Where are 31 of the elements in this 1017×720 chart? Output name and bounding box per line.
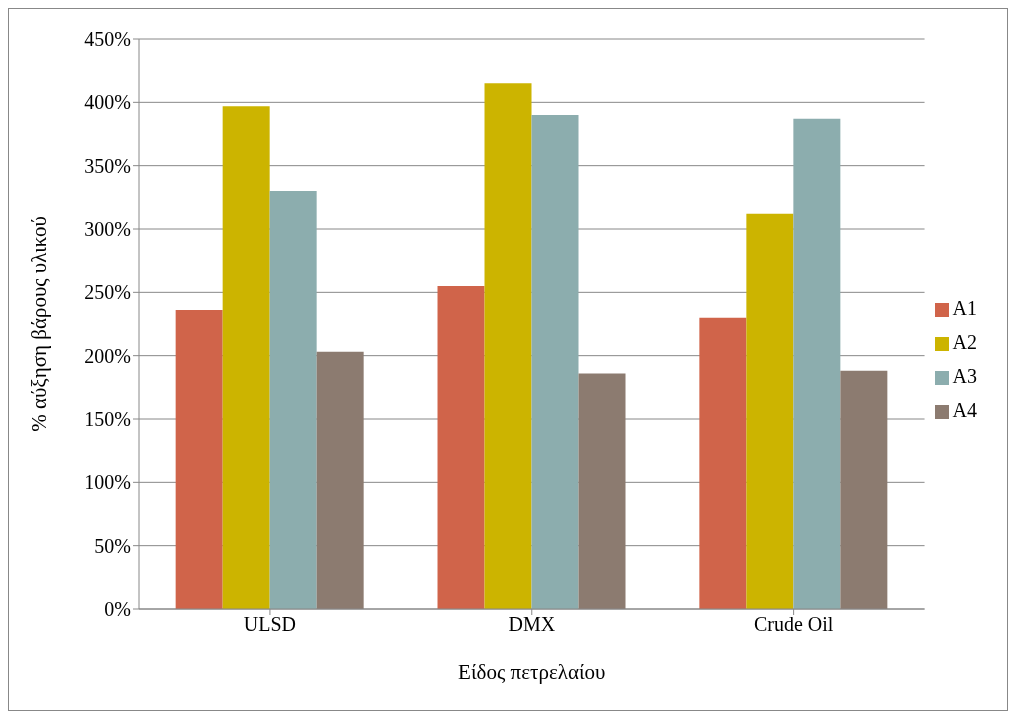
x-tick-label: ULSD [243, 613, 297, 636]
y-tick-label: 0% [104, 598, 131, 621]
legend-label: A4 [952, 399, 977, 421]
bar [531, 115, 579, 609]
bar [316, 351, 364, 609]
y-tick-label: 350% [84, 154, 131, 177]
x-tick-label: DMX [508, 613, 556, 636]
legend-label: A1 [952, 297, 977, 319]
y-tick-label: 400% [84, 91, 131, 114]
bar [269, 191, 317, 609]
y-tick-label: 300% [84, 218, 131, 241]
y-tick-label: 50% [94, 534, 131, 557]
bar [437, 286, 485, 609]
bar [484, 83, 532, 609]
bar [840, 370, 888, 609]
y-tick-label: 450% [84, 28, 131, 51]
bar [793, 118, 841, 609]
y-tick-label: 250% [84, 281, 131, 304]
legend-label: A3 [952, 365, 977, 387]
y-axis-title: % αύξηση βάρους υλικού [27, 216, 52, 432]
bar [222, 106, 270, 609]
bar [699, 317, 747, 609]
y-tick-label: 200% [84, 344, 131, 367]
y-tick-label: 100% [84, 471, 131, 494]
bar [175, 310, 223, 609]
legend-label: A2 [952, 331, 977, 353]
x-tick-label: Crude Oil [753, 613, 834, 636]
bar [578, 373, 626, 609]
bar [746, 213, 794, 609]
x-axis-title: Είδος πετρελαίου [458, 660, 606, 684]
y-tick-label: 150% [84, 408, 131, 431]
